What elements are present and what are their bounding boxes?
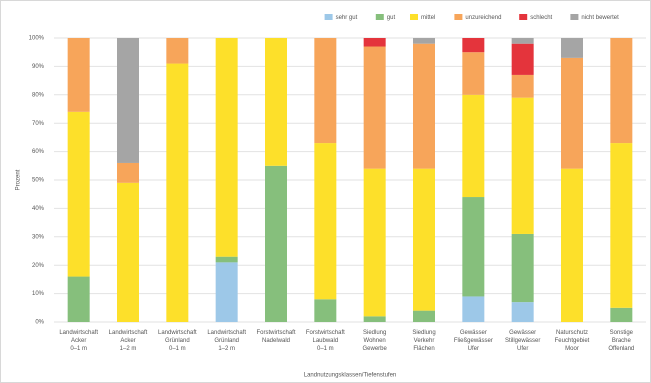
bar-segment bbox=[561, 57, 583, 169]
x-tick-label: Siedlung Wohnen Gewerbe bbox=[362, 330, 387, 352]
bar-segment bbox=[215, 256, 238, 263]
bar-segment bbox=[117, 38, 139, 163]
y-tick-label: 0% bbox=[35, 320, 44, 326]
x-tick-label: Gewässer Fließgewässer Ufer bbox=[454, 330, 493, 352]
y-tick-label: 90% bbox=[32, 64, 45, 70]
x-tick-label: Sonstige Brache Offenland bbox=[608, 330, 634, 352]
y-tick-label: 60% bbox=[32, 149, 45, 155]
bar-segment bbox=[314, 299, 337, 322]
y-tick-label: 40% bbox=[32, 206, 45, 212]
x-axis-label: Landnutzungsklassen/Tiefenstufen bbox=[304, 373, 397, 379]
bar-segment bbox=[413, 43, 435, 169]
bar-segment bbox=[363, 38, 386, 47]
legend-label: sehr gut bbox=[336, 15, 358, 21]
bar-segment bbox=[363, 316, 386, 322]
legend-label: gut bbox=[387, 15, 396, 21]
legend-label: unzureichend bbox=[465, 15, 501, 21]
y-tick-label: 100% bbox=[29, 36, 45, 42]
bar-segment bbox=[511, 38, 534, 44]
bar-segment bbox=[215, 38, 238, 257]
legend-swatch bbox=[324, 14, 333, 20]
bar-segment bbox=[67, 111, 90, 277]
bar-segment bbox=[561, 38, 583, 58]
bar-segment bbox=[610, 38, 633, 144]
bar-segment bbox=[610, 307, 633, 322]
legend-swatch bbox=[454, 14, 463, 20]
x-tick-label: Naturschutz Feuchtgebiet Moor bbox=[555, 330, 590, 352]
legend-swatch bbox=[519, 14, 528, 20]
bar-segment bbox=[610, 143, 633, 308]
x-tick-label: Forstwirtschaft Nadelwald bbox=[256, 330, 295, 344]
y-tick-label: 70% bbox=[32, 121, 45, 127]
bar-segment bbox=[511, 233, 534, 303]
bar-segment bbox=[67, 276, 90, 322]
x-tick-label: Landwirtschaft Acker 1–2 m bbox=[109, 330, 148, 352]
legend-swatch bbox=[375, 14, 384, 20]
legend-swatch bbox=[570, 14, 579, 20]
bar-segment bbox=[462, 94, 485, 198]
bar-segment bbox=[265, 38, 287, 166]
legend-label: schlecht bbox=[530, 15, 552, 21]
bar-segment bbox=[511, 302, 534, 322]
bar-segment bbox=[117, 162, 139, 183]
bar-segment bbox=[462, 38, 485, 53]
x-tick-label: Forstwirtschaft Laubwald 0–1 m bbox=[306, 330, 345, 352]
bar-segment bbox=[511, 97, 534, 234]
y-tick-label: 10% bbox=[32, 291, 45, 297]
bar-segment bbox=[363, 168, 386, 317]
bar-segment bbox=[462, 197, 485, 297]
x-tick-label: Landwirtschaft Grünland 1–2 m bbox=[207, 330, 246, 352]
y-tick-label: 50% bbox=[32, 178, 45, 184]
bar-segment bbox=[511, 43, 534, 75]
bar-segment bbox=[413, 168, 435, 311]
bar-segment bbox=[67, 38, 90, 112]
bar-segment bbox=[413, 310, 435, 322]
y-tick-label: 20% bbox=[32, 263, 45, 269]
x-tick-label: Siedlung Verkehr Flächen bbox=[412, 330, 435, 352]
bar-segment bbox=[462, 296, 485, 322]
bar-segment bbox=[166, 63, 189, 323]
legend-label: mittel bbox=[421, 15, 435, 21]
y-tick-label: 80% bbox=[32, 92, 45, 98]
bar-segment bbox=[265, 165, 287, 322]
x-tick-label: Gewässer Stillgewässer Ufer bbox=[505, 330, 540, 352]
bar-segment bbox=[117, 182, 139, 322]
bar-segment bbox=[413, 38, 435, 44]
legend-swatch bbox=[410, 14, 418, 20]
y-axis-label: Prozent bbox=[16, 169, 22, 190]
legend-label: nicht bewertet bbox=[581, 15, 619, 21]
bar-segment bbox=[561, 168, 583, 322]
bar-segment bbox=[511, 74, 534, 98]
bar-segment bbox=[314, 38, 337, 144]
bar-segment bbox=[462, 52, 485, 95]
x-tick-label: Landwirtschaft Acker 0–1 m bbox=[59, 330, 98, 352]
bar-segment bbox=[166, 38, 189, 64]
bar-segment bbox=[314, 143, 337, 300]
x-tick-label: Landwirtschaft Grünland 0–1 m bbox=[158, 330, 197, 352]
bar-segment bbox=[363, 46, 386, 169]
y-tick-label: 30% bbox=[32, 234, 45, 240]
bar-segment bbox=[215, 262, 238, 322]
